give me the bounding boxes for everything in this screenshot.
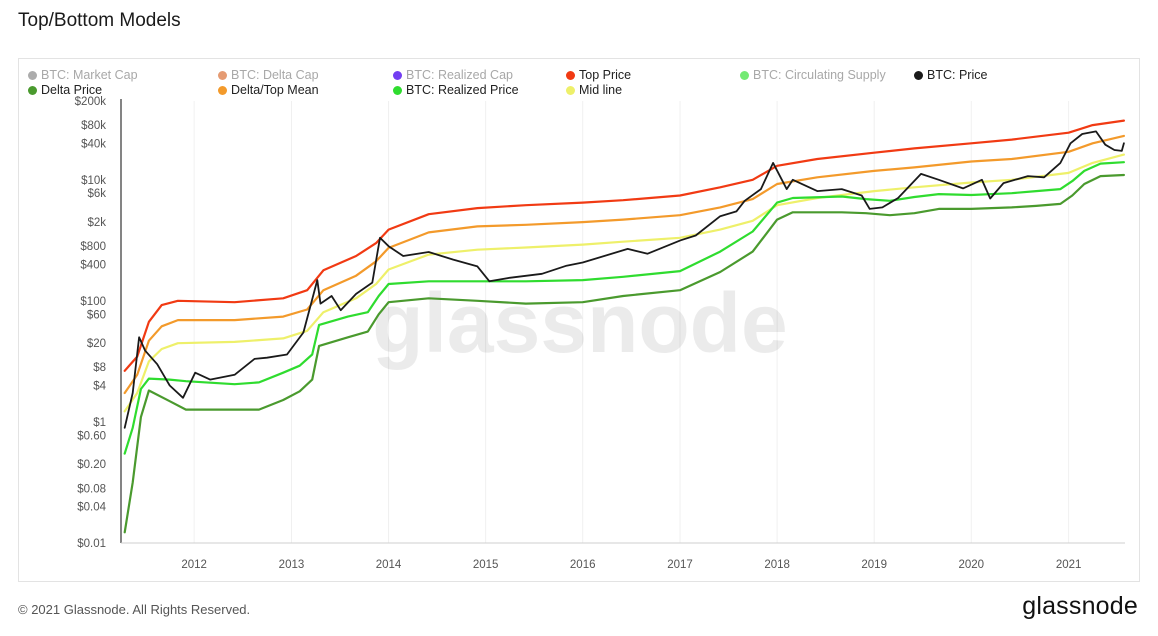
legend-dot-icon — [740, 70, 749, 80]
watermark: glassnode — [372, 276, 787, 370]
legend-label: BTC: Realized Cap — [406, 68, 513, 82]
legend-item-btc-realized-cap[interactable]: BTC: Realized Cap — [393, 68, 513, 82]
brand-logo[interactable]: glassnode — [1022, 592, 1138, 620]
x-tick-label: 2021 — [1056, 559, 1082, 571]
legend-dot-icon — [28, 85, 37, 95]
legend-label: Mid line — [579, 83, 623, 97]
legend-dot-icon — [28, 70, 37, 80]
x-tick-label: 2019 — [861, 559, 887, 571]
series-line-delta-top-mean — [123, 134, 1125, 395]
chart-axes: $200k $80k $40k $10k$6k $2k $800 $400 $100$60 $2… — [75, 96, 1125, 571]
y-tick-label: $8 — [93, 362, 106, 374]
legend-label: BTC: Realized Price — [406, 83, 519, 97]
legend-label: BTC: Circulating Supply — [753, 68, 886, 82]
y-tick-label: $1 — [93, 417, 106, 429]
x-tick-label: 2018 — [764, 559, 790, 571]
x-tick-label: 2020 — [958, 559, 984, 571]
chart-title: Top/Bottom Models — [18, 10, 181, 31]
legend-dot-icon — [393, 70, 402, 80]
y-tick-label: $60 — [87, 309, 106, 321]
y-tick-label: $6k — [87, 188, 106, 200]
x-tick-label: 2016 — [570, 559, 596, 571]
legend-label: Delta/Top Mean — [231, 83, 319, 97]
legend-label: Delta Price — [41, 83, 103, 97]
y-tick-label: $2k — [87, 217, 106, 229]
legend-item-btc-price[interactable]: BTC: Price — [914, 68, 987, 82]
y-tick-label: $0.20 — [77, 459, 106, 471]
legend-item-mid-line[interactable]: Mid line — [566, 83, 622, 97]
x-tick-label: 2015 — [473, 559, 499, 571]
y-tick-label: $800 — [80, 241, 106, 253]
y-tick-label: $10k — [81, 175, 106, 187]
y-tick-label: $4 — [93, 380, 106, 392]
y-tick-label: $0.04 — [77, 502, 106, 514]
y-tick-label: $0.08 — [77, 483, 106, 495]
legend-item-top-price[interactable]: Top Price — [566, 68, 631, 82]
legend-dot-icon — [566, 70, 575, 80]
legend-dot-icon — [218, 70, 227, 80]
legend-item-btc-delta-cap[interactable]: BTC: Delta Cap — [218, 68, 319, 82]
y-tick-label: $20 — [87, 338, 106, 350]
y-tick-label: $100 — [80, 296, 106, 308]
legend-label: BTC: Price — [927, 68, 988, 82]
chart-grid — [193, 101, 1070, 543]
x-tick-label: 2014 — [376, 559, 402, 571]
chart-series — [123, 119, 1125, 534]
legend-dot-icon — [393, 85, 402, 95]
series-line-top-price — [123, 119, 1125, 372]
legend-dot-icon — [218, 85, 227, 95]
y-tick-label: $40k — [81, 138, 106, 150]
x-tick-label: 2017 — [667, 559, 693, 571]
series-line-mid-line — [123, 153, 1125, 413]
legend-label: BTC: Delta Cap — [231, 68, 319, 82]
legend-item-btc-circulating-supply[interactable]: BTC: Circulating Supply — [740, 68, 886, 82]
series-line-btc-realized-price — [123, 161, 1125, 455]
y-tick-label: $0.60 — [77, 430, 106, 442]
y-tick-label: $0.01 — [77, 538, 106, 550]
legend-dot-icon — [914, 70, 923, 80]
legend-item-btc-market-cap[interactable]: BTC: Market Cap — [28, 68, 138, 82]
legend-label: Top Price — [579, 68, 632, 82]
legend-item-delta-top-mean[interactable]: Delta/Top Mean — [218, 83, 319, 97]
chart-legend: BTC: Market Cap BTC: Delta Cap BTC: Realiz… — [28, 68, 1128, 102]
legend-dot-icon — [566, 85, 575, 95]
legend-item-delta-price[interactable]: Delta Price — [28, 83, 102, 97]
y-tick-label: $200k — [75, 96, 107, 108]
y-tick-label: $400 — [80, 259, 106, 271]
x-tick-label: 2012 — [181, 559, 207, 571]
x-tick-label: 2013 — [279, 559, 305, 571]
y-tick-label: $80k — [81, 120, 106, 132]
legend-label: BTC: Market Cap — [41, 68, 138, 82]
legend-item-btc-realized-price[interactable]: BTC: Realized Price — [393, 83, 519, 97]
series-line-delta-price — [123, 173, 1125, 534]
footer-copyright: © 2021 Glassnode. All Rights Reserved. — [18, 602, 251, 617]
series-line-btc-price — [123, 130, 1125, 429]
